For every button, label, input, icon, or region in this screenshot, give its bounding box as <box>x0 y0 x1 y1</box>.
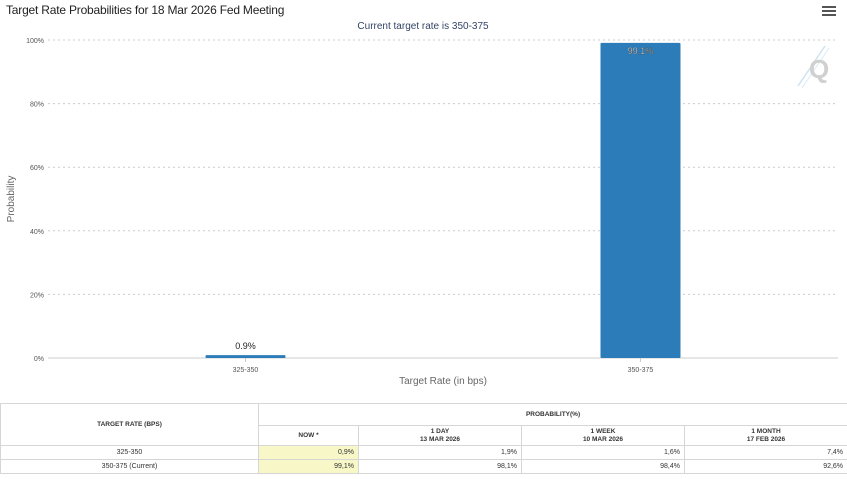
probability-1-month-cell: 92,6% <box>683 459 847 474</box>
rate-cell: 325-350 <box>0 445 259 460</box>
bar-chart: Current target rate is 350-375 0% 20% 40% 60… <box>6 21 838 387</box>
probability-now-cell: 99,1% <box>258 459 359 474</box>
page-title: Target Rate Probabilities for 18 Mar 202… <box>6 3 285 17</box>
rate-cell: 350-375 (Current) <box>0 459 259 474</box>
probability-column-header: PROBABILITY(%) <box>257 403 847 426</box>
y-tick-label: 40% <box>30 229 44 236</box>
chart-subtitle: Current target rate is 350-375 <box>357 21 489 32</box>
y-tick-label: 20% <box>30 292 44 299</box>
svg-text:Q: Q <box>809 54 829 84</box>
column-header-1-day[interactable]: 1 DAY 13 MAR 2026 <box>358 425 522 446</box>
rate-column-header: TARGET RATE (BPS) <box>0 403 259 446</box>
probability-1-day-cell: 98,1% <box>358 459 522 474</box>
probability-1-week-cell: 98,4% <box>521 459 685 474</box>
table-row: 325-350 0,9% 1,9% 1,6% 7,4% <box>0 445 847 460</box>
probability-1-week-cell: 1,6% <box>521 445 685 460</box>
column-header-now[interactable]: NOW * <box>258 425 359 446</box>
probability-table: TARGET RATE (BPS) PROBABILITY(%) NOW * 1… <box>0 403 847 474</box>
x-axis-label: Target Rate (in bps) <box>399 376 487 387</box>
hamburger-menu-icon[interactable] <box>822 6 836 18</box>
data-label: 0.9% <box>235 341 256 351</box>
data-label: 99.1% <box>628 46 654 56</box>
bar <box>600 42 681 358</box>
probability-now-cell: 0,9% <box>258 445 359 460</box>
probability-1-day-cell: 1,9% <box>358 445 522 460</box>
column-header-1-month[interactable]: 1 MONTH 17 FEB 2026 <box>683 425 847 446</box>
bar <box>205 355 286 358</box>
y-tick-label: 80% <box>30 102 44 109</box>
y-tick-label: 0% <box>34 356 44 363</box>
y-tick-label: 60% <box>30 165 44 172</box>
x-tick-label: 325-350 <box>233 367 259 374</box>
probability-1-month-cell: 7,4% <box>683 445 847 460</box>
column-header-1-week[interactable]: 1 WEEK 10 MAR 2026 <box>521 425 685 446</box>
q-logo-icon: Q <box>797 45 830 89</box>
y-axis-label: Probability <box>6 176 17 223</box>
y-tick-label: 100% <box>26 38 44 45</box>
table-row: 350-375 (Current) 99,1% 98,1% 98,4% 92,6… <box>0 459 847 474</box>
x-tick-label: 350-375 <box>628 367 654 374</box>
